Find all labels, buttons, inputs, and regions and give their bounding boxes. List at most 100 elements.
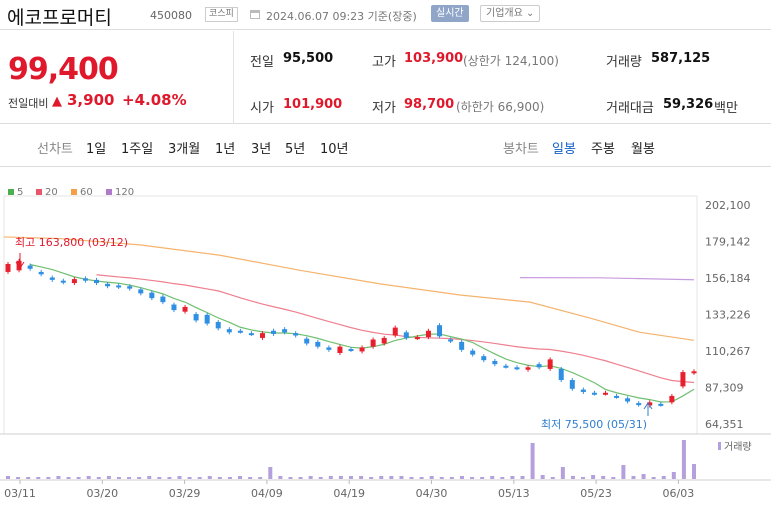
legend-ma5: 5 xyxy=(17,187,24,198)
x-tick-label: 04/19 xyxy=(333,487,365,500)
y-tick-label: 110,267 xyxy=(705,345,751,358)
volume-bar xyxy=(399,476,404,479)
legend-ma60: 60 xyxy=(80,187,93,198)
volume-bar xyxy=(106,476,111,479)
volume-bar xyxy=(288,477,293,479)
volume-legend-swatch xyxy=(718,442,721,450)
candle xyxy=(636,403,642,406)
high-value: 103,900 xyxy=(404,51,464,66)
summary-divider xyxy=(233,31,234,124)
candle xyxy=(591,392,597,395)
volume-bar xyxy=(681,440,686,479)
legend-ma120-swatch xyxy=(106,189,112,195)
candle xyxy=(492,360,498,365)
candle xyxy=(138,289,144,294)
volume-bar xyxy=(227,477,232,479)
volume-bar xyxy=(379,476,384,479)
volume-bar xyxy=(46,477,51,479)
candle xyxy=(215,322,221,329)
price-change: 3,900 xyxy=(67,91,115,109)
volume-bar xyxy=(409,477,414,479)
change-rate: +4.08% xyxy=(122,91,187,109)
candle xyxy=(127,286,133,289)
volume-bar xyxy=(96,477,101,479)
candle xyxy=(569,380,575,389)
volume-bar xyxy=(16,477,21,479)
volume-bar xyxy=(500,477,505,479)
amount-label: 거래대금 xyxy=(606,101,654,116)
volume-bar xyxy=(581,477,586,479)
candle xyxy=(547,359,553,369)
volume-bar xyxy=(278,476,283,479)
volume-bar xyxy=(127,477,132,479)
candle xyxy=(337,346,343,354)
company-info-dropdown[interactable]: 기업개요 ⌄ xyxy=(480,5,541,22)
volume-bar xyxy=(470,477,475,479)
legend-ma5-swatch xyxy=(8,189,14,195)
volume-bar xyxy=(692,464,696,479)
market-badge: 코스피 xyxy=(205,7,238,22)
period-5y[interactable]: 5년 xyxy=(285,142,306,157)
x-tick-label: 05/23 xyxy=(580,487,612,500)
lower-limit-note: (하한가 66,900) xyxy=(456,100,545,114)
volume-bar xyxy=(560,467,565,479)
x-tick-label: 04/09 xyxy=(251,487,283,500)
volume-bar xyxy=(389,476,394,479)
period-monthly[interactable]: 월봉 xyxy=(631,142,655,157)
period-10y[interactable]: 10년 xyxy=(320,142,349,157)
volume-bar xyxy=(268,467,273,479)
candle xyxy=(315,341,321,347)
candle xyxy=(94,279,100,284)
low-arrowhead-icon xyxy=(643,402,653,410)
volume-bar xyxy=(510,476,515,479)
candle xyxy=(580,389,586,392)
candle xyxy=(503,365,509,368)
candle xyxy=(271,330,277,334)
volume-bar xyxy=(530,443,535,479)
candle xyxy=(259,333,265,338)
candle xyxy=(470,350,476,355)
candle xyxy=(16,260,22,271)
period-1w[interactable]: 1주일 xyxy=(121,142,154,157)
candle xyxy=(448,339,454,342)
legend-ma60-swatch xyxy=(71,189,77,195)
period-candle-chart[interactable]: 봉차트 xyxy=(503,142,539,157)
period-1y[interactable]: 1년 xyxy=(215,142,236,157)
y-tick-label: 156,184 xyxy=(705,272,751,285)
candle xyxy=(160,296,166,303)
realtime-button[interactable]: 실시간 xyxy=(431,5,469,22)
period-daily[interactable]: 일봉 xyxy=(552,142,576,157)
volume-bar xyxy=(248,477,253,479)
volume-bar xyxy=(540,475,545,479)
volume-bar xyxy=(238,476,243,479)
volume-bar xyxy=(258,477,263,479)
period-3m[interactable]: 3개월 xyxy=(168,142,201,157)
candle xyxy=(370,339,376,347)
volume-bar xyxy=(338,476,343,479)
candle xyxy=(392,327,398,336)
volume-bar xyxy=(157,477,162,479)
x-tick-label: 03/29 xyxy=(169,487,201,500)
volume-bar xyxy=(177,476,182,479)
stock-code: 450080 xyxy=(150,9,192,22)
candle xyxy=(425,330,431,338)
candle xyxy=(558,368,564,381)
period-weekly[interactable]: 주봉 xyxy=(591,142,615,157)
period-line-chart[interactable]: 선차트 xyxy=(37,142,73,157)
price-summary: 99,400 전일대비 ▲ 3,900 +4.08% 전일 95,500 고가 … xyxy=(0,31,771,124)
period-3y[interactable]: 3년 xyxy=(251,142,272,157)
candle xyxy=(105,283,111,287)
y-tick-label: 133,226 xyxy=(705,308,751,321)
candle xyxy=(27,265,33,269)
low-label: 저가 xyxy=(372,101,396,116)
legend-ma20: 20 xyxy=(45,187,58,198)
candle xyxy=(414,337,420,340)
volume-bar xyxy=(429,476,434,479)
volume-bar xyxy=(197,477,202,479)
volume-bar xyxy=(137,477,142,479)
volume-bar xyxy=(570,476,575,479)
period-1d[interactable]: 1일 xyxy=(86,142,107,157)
volume-bar xyxy=(520,476,525,479)
volume-bar xyxy=(36,477,41,479)
